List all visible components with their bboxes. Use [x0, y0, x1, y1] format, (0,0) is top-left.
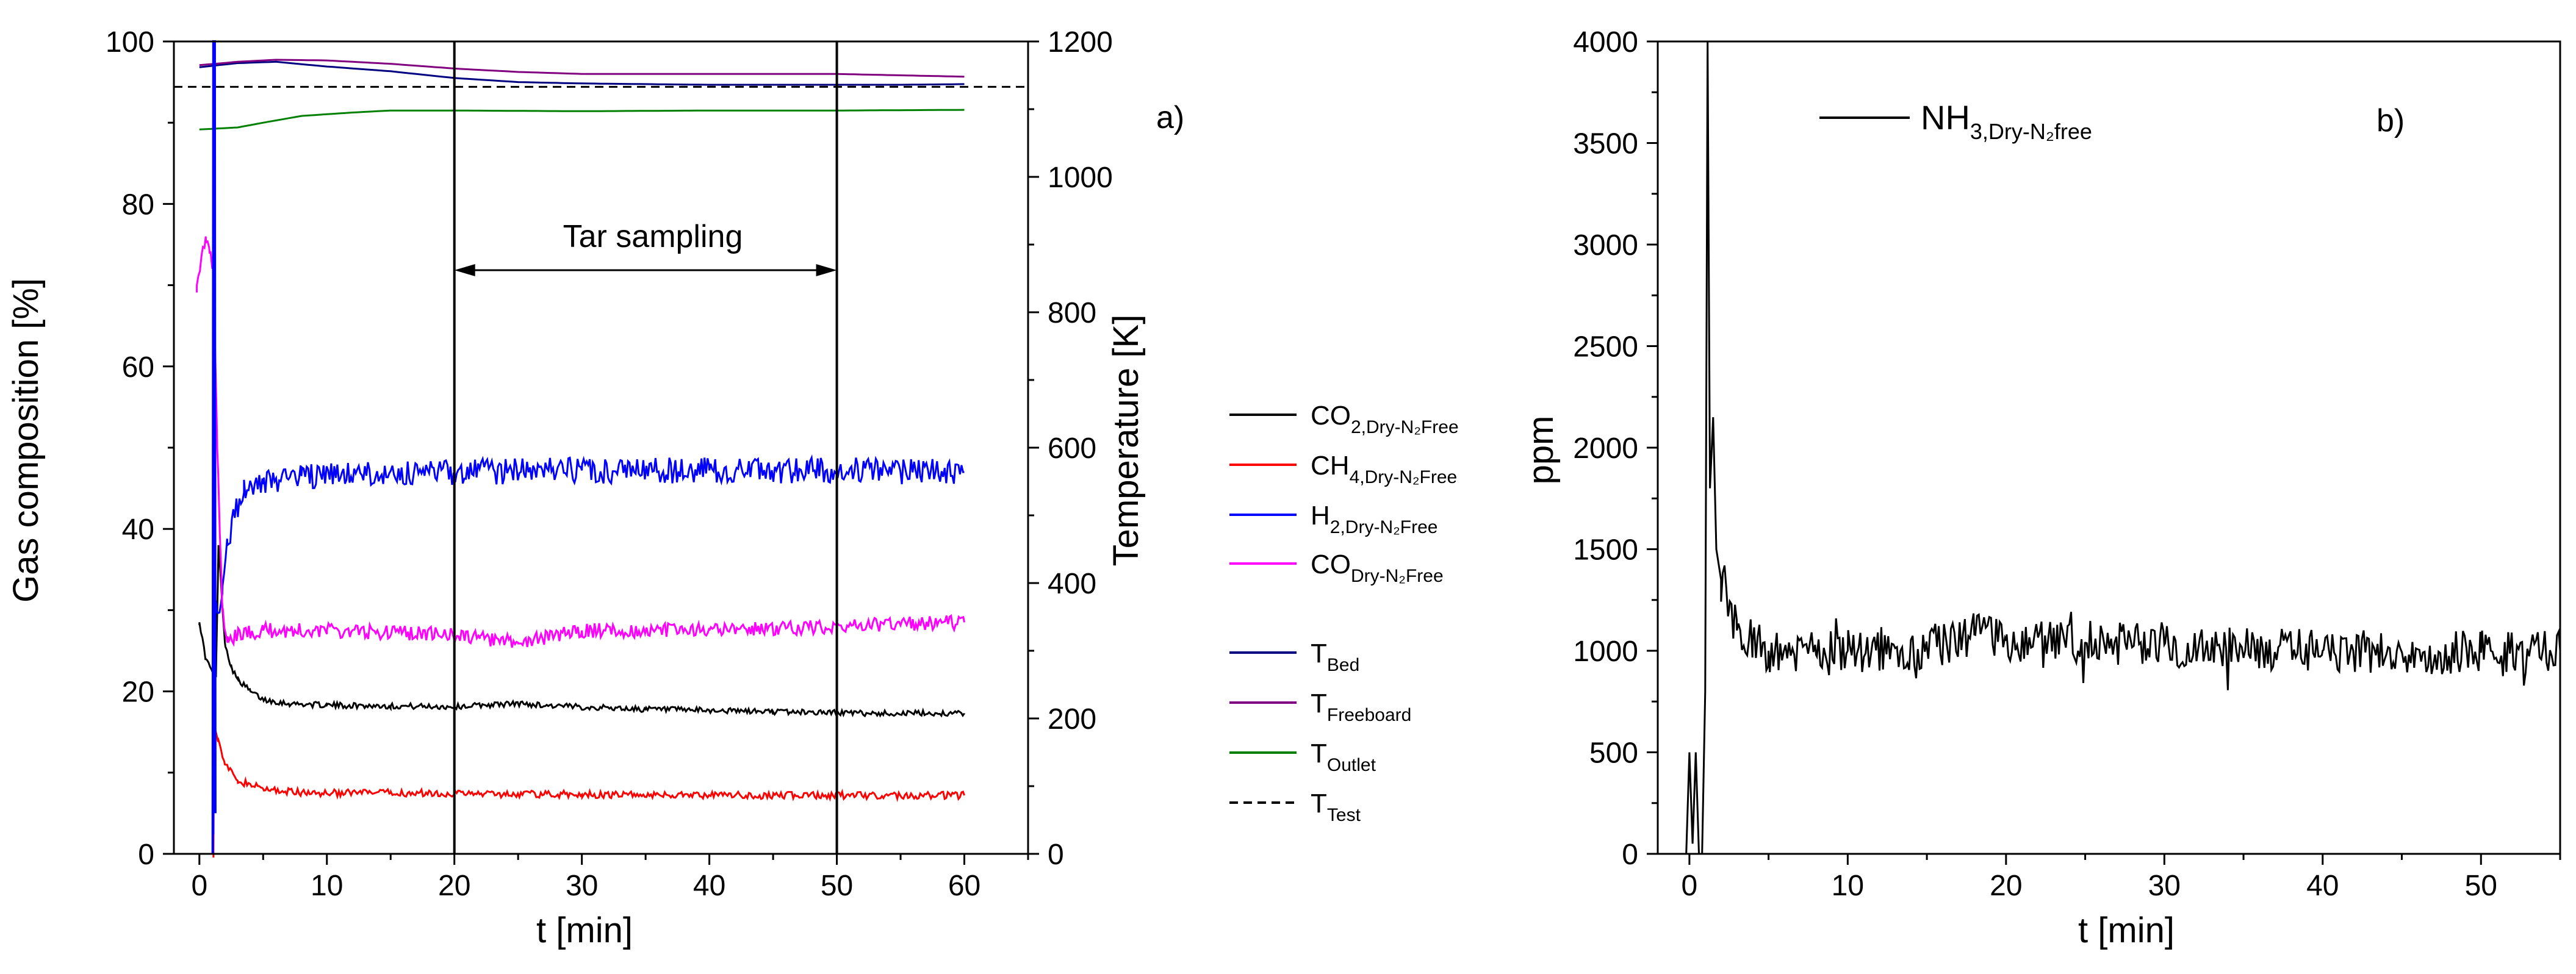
y-tick-label: 3000	[1573, 229, 1638, 262]
series-line-h2-spike	[211, 40, 217, 854]
panel-b-legend: NH3,Dry-N₂free	[1819, 98, 2092, 144]
y2-tick-label: 0	[1048, 839, 1064, 871]
legend-label-tfree: TFreeboard	[1311, 689, 1411, 725]
y2-tick-label: 400	[1048, 568, 1096, 600]
x-tick-label: 60	[948, 870, 980, 902]
legend-label-tbed: TBed	[1311, 639, 1359, 675]
x-tick-label: 30	[566, 870, 598, 902]
panel-b-chart: 0 10 20 30 40 5005001000150020002500300035004…	[1521, 26, 2561, 950]
legend-label-ch4: CH4,Dry-N₂Free	[1311, 451, 1457, 487]
legend-label-co2: CO2,Dry-N₂Free	[1311, 401, 1459, 437]
y-tick-label: 100	[106, 26, 154, 59]
y2-tick-label: 1200	[1048, 26, 1113, 59]
tar-sampling-annotation: Tar sampling	[563, 219, 743, 254]
series-line-co	[196, 236, 965, 648]
y-tick-label: 20	[122, 676, 154, 709]
arrow-head-right	[816, 264, 837, 276]
x-tick-label: 20	[438, 870, 470, 902]
panel-a-axes: 0 10 20 30 40 50 60020406080100020040060080010…	[106, 26, 1113, 902]
series-line-ch4	[212, 723, 965, 858]
x-tick-label: 10	[1832, 870, 1864, 902]
x-tick-label: 40	[693, 870, 725, 902]
y2-tick-label: 1000	[1048, 162, 1113, 194]
legend-label-nh3: NH3,Dry-N₂free	[1921, 98, 2092, 144]
x-tick-label: 0	[1682, 870, 1698, 902]
y-tick-label: 2500	[1573, 331, 1638, 363]
x-tick-label: 10	[311, 870, 343, 902]
y2-tick-label: 200	[1048, 703, 1096, 736]
y2-tick-label: 600	[1048, 432, 1096, 465]
panel-a-series-group	[174, 40, 1028, 858]
y-tick-label: 3500	[1573, 128, 1638, 160]
series-line-tout	[199, 109, 965, 131]
panel-a-legend: CO2,Dry-N₂Free CH4,Dry-N₂Free H2,Dry-N₂Fre…	[1229, 401, 1459, 825]
arrow-head-left	[454, 264, 475, 276]
x-tick-label: 40	[2306, 870, 2339, 902]
panel-a-x-axis-label: t [min]	[536, 911, 633, 950]
panel-a-y2-axis-label: Temperature [K]	[1106, 315, 1146, 567]
y-tick-label: 40	[122, 514, 154, 546]
panel-a-label: a)	[1156, 100, 1184, 135]
y-tick-label: 60	[122, 351, 154, 384]
y2-tick-label: 800	[1048, 297, 1096, 329]
y-tick-label: 4000	[1573, 26, 1638, 59]
legend-label-tout: TOutlet	[1311, 739, 1376, 775]
series-line-h2	[212, 454, 965, 834]
y-tick-label: 0	[1622, 839, 1638, 871]
y-tick-label: 500	[1589, 737, 1638, 770]
panel-b-axes: 0 10 20 30 40 5005001000150020002500300035004…	[1573, 26, 2561, 902]
panel-b-y-axis-label: ppm	[1521, 416, 1561, 485]
legend-label-co: CODry-N₂Free	[1311, 550, 1444, 586]
series-line-tfree	[199, 59, 965, 78]
panel-b-x-axis-label: t [min]	[2078, 911, 2175, 950]
legend-label-h2: H2,Dry-N₂Free	[1311, 501, 1437, 537]
y-tick-label: 2000	[1573, 432, 1638, 465]
y-tick-label: 0	[138, 839, 154, 871]
panel-a-chart: 0 10 20 30 40 50 60020406080100020040060080010…	[6, 26, 1184, 950]
x-tick-label: 50	[821, 870, 853, 902]
panel-b-frame	[1657, 40, 2561, 855]
x-tick-label: 0	[191, 870, 207, 902]
panel-a-frame	[173, 40, 1029, 855]
x-tick-label: 20	[1990, 870, 2022, 902]
y-tick-label: 80	[122, 188, 154, 221]
panel-b-label: b)	[2376, 103, 2405, 138]
x-tick-label: 50	[2465, 870, 2497, 902]
y-tick-label: 1500	[1573, 534, 1638, 567]
panel-b-series-group	[1685, 41, 2561, 855]
series-line-nh3	[1685, 41, 2561, 855]
legend-label-ttest: TTest	[1311, 789, 1361, 825]
y-tick-label: 1000	[1573, 636, 1638, 668]
panel-a-y-axis-label: Gas composition [%]	[6, 278, 46, 603]
x-tick-label: 30	[2148, 870, 2181, 902]
